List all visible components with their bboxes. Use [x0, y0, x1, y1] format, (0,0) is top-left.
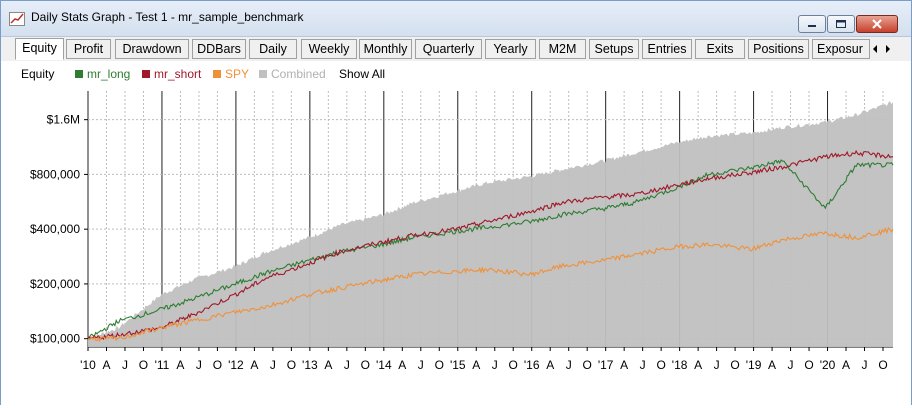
x-tick-label: A: [250, 358, 258, 372]
x-tick-label: J: [122, 358, 128, 372]
legend-title: Equity: [21, 67, 55, 81]
x-tick-label: J: [714, 358, 720, 372]
tab-quarterly[interactable]: Quarterly: [415, 39, 482, 59]
y-tick-label: $1.6M: [47, 113, 80, 127]
x-tick-label: O: [656, 358, 665, 372]
legend-label: Combined: [271, 67, 326, 81]
x-tick-label: A: [398, 358, 406, 372]
x-tick-label: A: [620, 358, 628, 372]
x-tick-label: O: [730, 358, 739, 372]
tab-positions[interactable]: Positions: [748, 39, 809, 59]
x-tick-label: A: [102, 358, 110, 372]
x-tick-label: A: [768, 358, 776, 372]
title-bar[interactable]: Daily Stats Graph - Test 1 - mr_sample_b…: [1, 1, 911, 37]
tab-equity[interactable]: Equity: [15, 38, 64, 60]
x-tick-label: '10: [80, 358, 96, 372]
x-tick-label: O: [435, 358, 444, 372]
tab-entries[interactable]: Entries: [642, 39, 692, 59]
x-tick-label: A: [694, 358, 702, 372]
tab-exits[interactable]: Exits: [695, 39, 745, 59]
x-tick-label: J: [862, 358, 868, 372]
tab-m2m[interactable]: M2M: [539, 39, 586, 59]
legend-item-mr-short[interactable]: mr_short: [142, 67, 201, 81]
y-tick-label: $100,000: [30, 332, 80, 346]
legend-swatch: [213, 70, 221, 78]
legend-label: mr_long: [87, 67, 131, 81]
x-tick-label: O: [213, 358, 222, 372]
x-tick-label: A: [176, 358, 184, 372]
minimize-icon: [808, 25, 816, 27]
x-tick-label: J: [196, 358, 202, 372]
series-area-combined: [88, 101, 893, 347]
legend-swatch: [142, 70, 150, 78]
x-tick-label: J: [566, 358, 572, 372]
close-icon: [872, 19, 882, 29]
x-tick-label: A: [324, 358, 332, 372]
x-tick-label: J: [492, 358, 498, 372]
chart-legend: Equity mr_long mr_short SPY Combined Sho…: [1, 61, 911, 85]
x-tick-label: A: [842, 358, 850, 372]
tab-weekly[interactable]: Weekly: [301, 39, 357, 59]
legend-item-combined[interactable]: Combined: [259, 67, 326, 81]
x-tick-label: O: [361, 358, 370, 372]
x-tick-label: '20: [820, 358, 836, 372]
x-tick-label: O: [139, 358, 148, 372]
maximize-button[interactable]: [827, 15, 855, 33]
x-tick-label: J: [270, 358, 276, 372]
legend-item-spy[interactable]: SPY: [213, 67, 249, 81]
x-tick-label: '14: [376, 358, 392, 372]
x-tick-label: O: [804, 358, 813, 372]
tab-yearly[interactable]: Yearly: [485, 39, 536, 59]
y-tick-label: $400,000: [30, 222, 80, 236]
tab-exposure[interactable]: Exposur: [812, 39, 870, 59]
x-tick-label: O: [878, 358, 887, 372]
legend-item-mr-long[interactable]: mr_long: [75, 67, 130, 81]
legend-swatch: [259, 70, 267, 78]
chart-app-icon: [9, 12, 25, 26]
legend-label: mr_short: [154, 67, 202, 81]
tab-profit[interactable]: Profit: [66, 39, 111, 59]
legend-swatch: [75, 70, 83, 78]
series-line-mr-short: [87, 149, 893, 341]
x-tick-label: '11: [155, 358, 170, 372]
chart-area: '10 A J O '11 A J O '12 A J O '13 A J O '14 A J O '15 A J O '16 A…: [1, 85, 911, 405]
tab-bar: Equity Profit Drawdown DDBars Daily Week…: [1, 37, 911, 61]
equity-chart: '10 A J O '11 A J O '12 A J O '13 A J O '14 A J O '15 A J O '16 A…: [30, 91, 894, 372]
tab-daily[interactable]: Daily: [249, 39, 297, 59]
x-tick-label: '12: [228, 358, 244, 372]
x-tick-label: J: [418, 358, 424, 372]
window-title: Daily Stats Graph - Test 1 - mr_sample_b…: [31, 10, 304, 24]
x-tick-label: J: [788, 358, 794, 372]
tab-scroll-left-icon[interactable]: [870, 42, 880, 56]
x-tick-label: J: [640, 358, 646, 372]
x-tick-label: A: [546, 358, 554, 372]
x-tick-label: O: [509, 358, 518, 372]
x-tick-label: O: [287, 358, 296, 372]
x-tick-label: '13: [302, 358, 318, 372]
x-tick-label: '15: [450, 358, 466, 372]
x-tick-label: '19: [746, 358, 762, 372]
series-line-spy: [87, 226, 894, 343]
legend-label: SPY: [225, 67, 250, 81]
x-tick-label: O: [583, 358, 592, 372]
x-tick-label: '18: [672, 358, 688, 372]
y-tick-label: $200,000: [30, 277, 80, 291]
x-tick-label: J: [344, 358, 350, 372]
tab-ddbars[interactable]: DDBars: [192, 39, 246, 59]
series-line-mr-long: [87, 159, 894, 340]
y-tick-label: $800,000: [30, 167, 80, 181]
minimize-button[interactable]: [798, 15, 826, 33]
tab-monthly[interactable]: Monthly: [359, 39, 412, 59]
tab-setups[interactable]: Setups: [589, 39, 639, 59]
x-tick-label: '16: [524, 358, 540, 372]
show-all-link[interactable]: Show All: [339, 67, 386, 81]
maximize-icon: [836, 20, 846, 28]
close-button[interactable]: [856, 15, 898, 33]
x-tick-label: A: [472, 358, 480, 372]
tab-drawdown[interactable]: Drawdown: [115, 39, 189, 59]
x-tick-label: '17: [598, 358, 614, 372]
tab-scroll-right-icon[interactable]: [883, 42, 893, 56]
